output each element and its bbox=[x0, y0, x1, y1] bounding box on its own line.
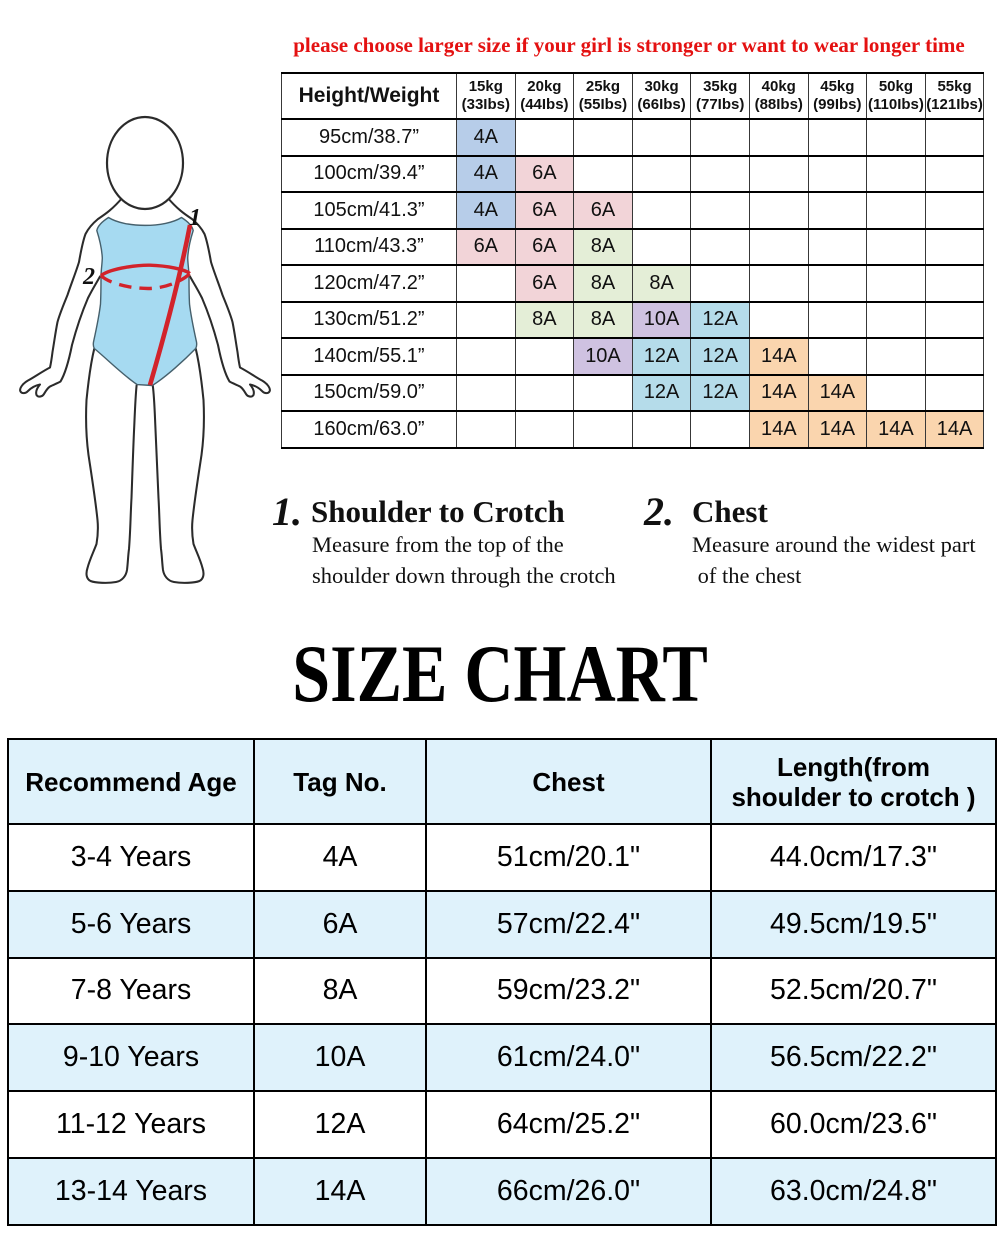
svg-text:2: 2 bbox=[82, 264, 95, 290]
svg-text:1: 1 bbox=[189, 205, 201, 231]
